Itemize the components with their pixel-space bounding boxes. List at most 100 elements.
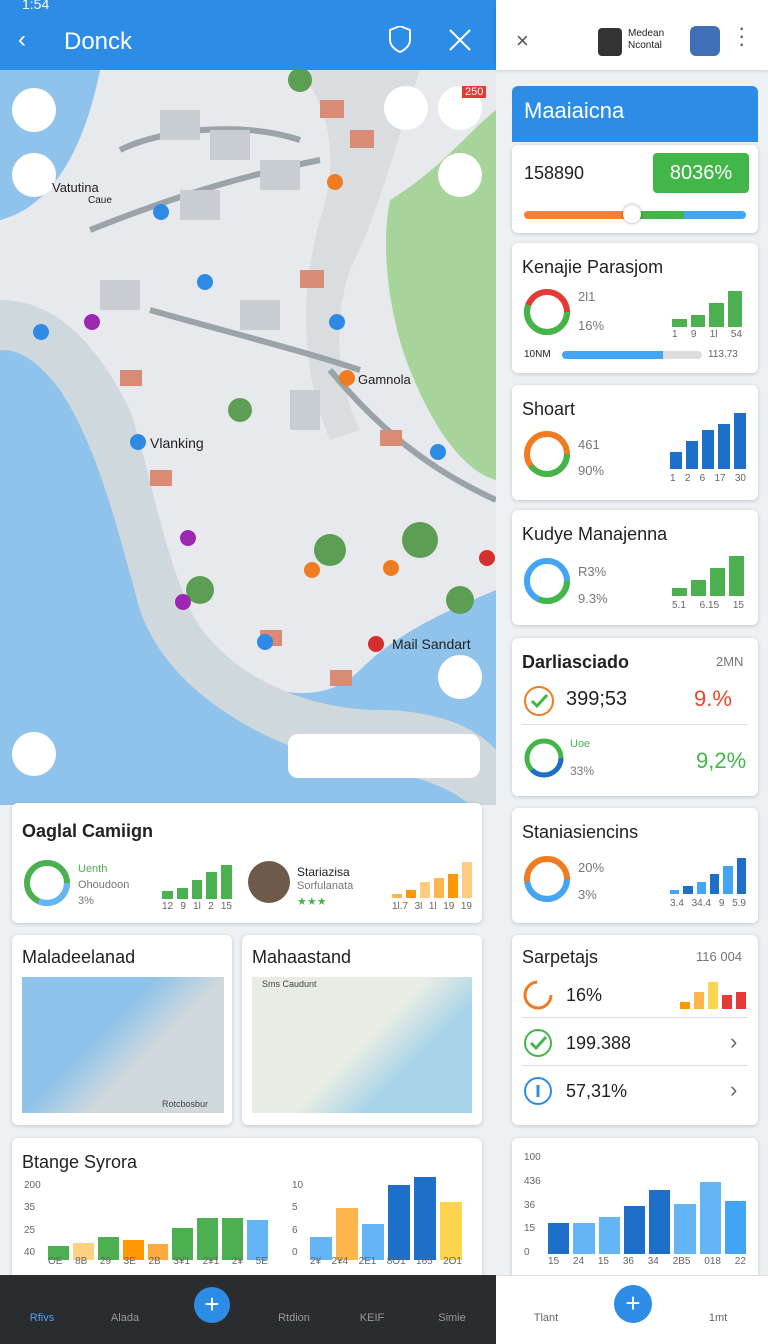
map-card[interactable]: Maladeelanad Rotcbosbur — [12, 935, 232, 1125]
close-button[interactable]: × — [516, 28, 529, 53]
chevron[interactable]: › — [730, 1029, 738, 1054]
bar — [548, 1223, 570, 1254]
map-label: Vatutina — [52, 180, 99, 195]
bar — [420, 882, 430, 898]
map-label: Gamnola — [358, 372, 411, 387]
card-title: Shoart — [522, 399, 576, 419]
summary-card: 158890 8036% — [512, 145, 758, 233]
x-tick-label: 8O1 — [386, 1256, 406, 1267]
x-tick-label: 15 — [220, 901, 232, 912]
card-title: Sarpetajs — [522, 947, 599, 967]
bar — [691, 580, 706, 596]
nav-item[interactable]: Rfivs — [29, 1312, 55, 1324]
row-value: 57,31% — [566, 1081, 628, 1101]
stat-card: Kudye Manajenna R3% 9.3% 5.1 6.15 15 — [512, 510, 758, 625]
header-title: Maaiaicna — [524, 98, 625, 123]
app-bar-icons[interactable] — [386, 26, 476, 58]
map-label: Mail Sandart — [392, 636, 471, 652]
map-thumb — [22, 977, 224, 1113]
bar — [122, 1239, 144, 1260]
donut — [24, 860, 70, 906]
x-tick-label: 36 — [622, 1256, 634, 1267]
bar — [172, 1227, 194, 1260]
x-tick-label: 165 — [416, 1256, 433, 1267]
slider-knob[interactable] — [623, 205, 641, 223]
back-button[interactable]: ‹ — [18, 26, 26, 53]
count: 158890 — [524, 163, 585, 183]
x-tick-label: 15 — [597, 1256, 609, 1267]
mini-bars — [670, 854, 746, 894]
card-title: Maladeelanad — [22, 947, 136, 967]
bar — [414, 1177, 436, 1260]
bar — [598, 1217, 620, 1254]
y-tick-label: 40 — [24, 1246, 36, 1258]
nav-item[interactable]: Simie — [438, 1312, 466, 1324]
bar-labels: 1l.7 3l 1l 19 19 — [392, 901, 472, 912]
y-tick-label: 35 — [24, 1202, 36, 1214]
x-tick-label: 30 — [734, 473, 746, 484]
x-tick-label: OE — [48, 1256, 63, 1267]
x-tick-label: 24 — [572, 1256, 585, 1267]
app-bar — [0, 0, 496, 70]
bar — [683, 886, 693, 894]
menu[interactable]: · · · — [738, 15, 746, 56]
map-caption: Sms Caudunt — [262, 979, 317, 989]
bar — [462, 862, 472, 898]
crest — [690, 26, 720, 56]
x-tick-label: 17 — [714, 473, 726, 484]
donut — [524, 738, 564, 778]
map-label: Vlanking — [150, 435, 204, 451]
chevron[interactable]: › — [730, 1077, 738, 1102]
stars: ★★★ — [297, 896, 327, 908]
avatar — [248, 861, 290, 903]
map-card[interactable]: Mahaastand Sms Caudunt — [242, 935, 482, 1125]
foot-left: 10NM — [524, 349, 551, 360]
nav-item[interactable]: Tlant — [533, 1312, 559, 1324]
bar — [336, 1208, 358, 1260]
bar-labels: 15 24 15 36 34 2B5 018 22 — [548, 1256, 746, 1267]
stat-card: Kenajie Parasjom 2l1 16% 1 9 1l 54 10NM 113… — [512, 243, 758, 373]
bar — [448, 874, 458, 898]
row-pct: 9.% — [694, 686, 732, 711]
row-value: 399;53 — [566, 688, 628, 710]
corner: 116 004 — [696, 949, 743, 964]
bar — [623, 1205, 645, 1254]
value: 20% — [578, 860, 605, 875]
y-tick-label: 200 — [24, 1180, 41, 1191]
foot-right: 113.73 — [708, 349, 738, 360]
x-tick-label: 1l — [709, 329, 718, 340]
nav-item[interactable]: Rtdion — [278, 1312, 310, 1324]
x-tick-label: 2 — [208, 901, 214, 912]
bar — [694, 992, 704, 1009]
nav-item[interactable]: Alada — [110, 1312, 140, 1324]
x-tick-label: 5.1 — [672, 600, 686, 611]
bar — [727, 291, 742, 327]
map[interactable] — [0, 70, 496, 805]
x-tick-label: 1 — [672, 329, 678, 340]
bar — [729, 556, 744, 596]
value: 90% — [578, 463, 605, 478]
bar — [672, 319, 687, 327]
nav-item[interactable]: KEIF — [359, 1312, 385, 1324]
bar — [310, 1236, 332, 1260]
x-tick-label: 8B — [75, 1256, 88, 1267]
x-tick-label: 5E — [255, 1256, 268, 1267]
mini-bars — [680, 975, 746, 1009]
nav-item[interactable]: 1mt — [708, 1312, 728, 1324]
bar — [680, 1002, 690, 1009]
bar — [362, 1224, 384, 1260]
fab[interactable]: + — [614, 1285, 652, 1323]
bar — [722, 995, 732, 1009]
divider — [522, 1017, 748, 1018]
y-tick-label: 6 — [292, 1224, 298, 1236]
bar — [176, 887, 188, 899]
right-top-bar — [496, 0, 768, 70]
bar-labels: 1 9 1l 54 — [672, 329, 742, 340]
x-tick-label: 6.15 — [699, 600, 720, 611]
x-tick-label: 34.4 — [691, 898, 712, 909]
bar-labels: OE 8B 29 3E 2B 3¥1 2¥1 2¥ 5E — [48, 1256, 268, 1267]
fab[interactable]: + — [194, 1287, 230, 1323]
x-tick-label: 1l — [428, 901, 437, 912]
check-icon — [524, 686, 554, 716]
divider — [522, 724, 748, 725]
